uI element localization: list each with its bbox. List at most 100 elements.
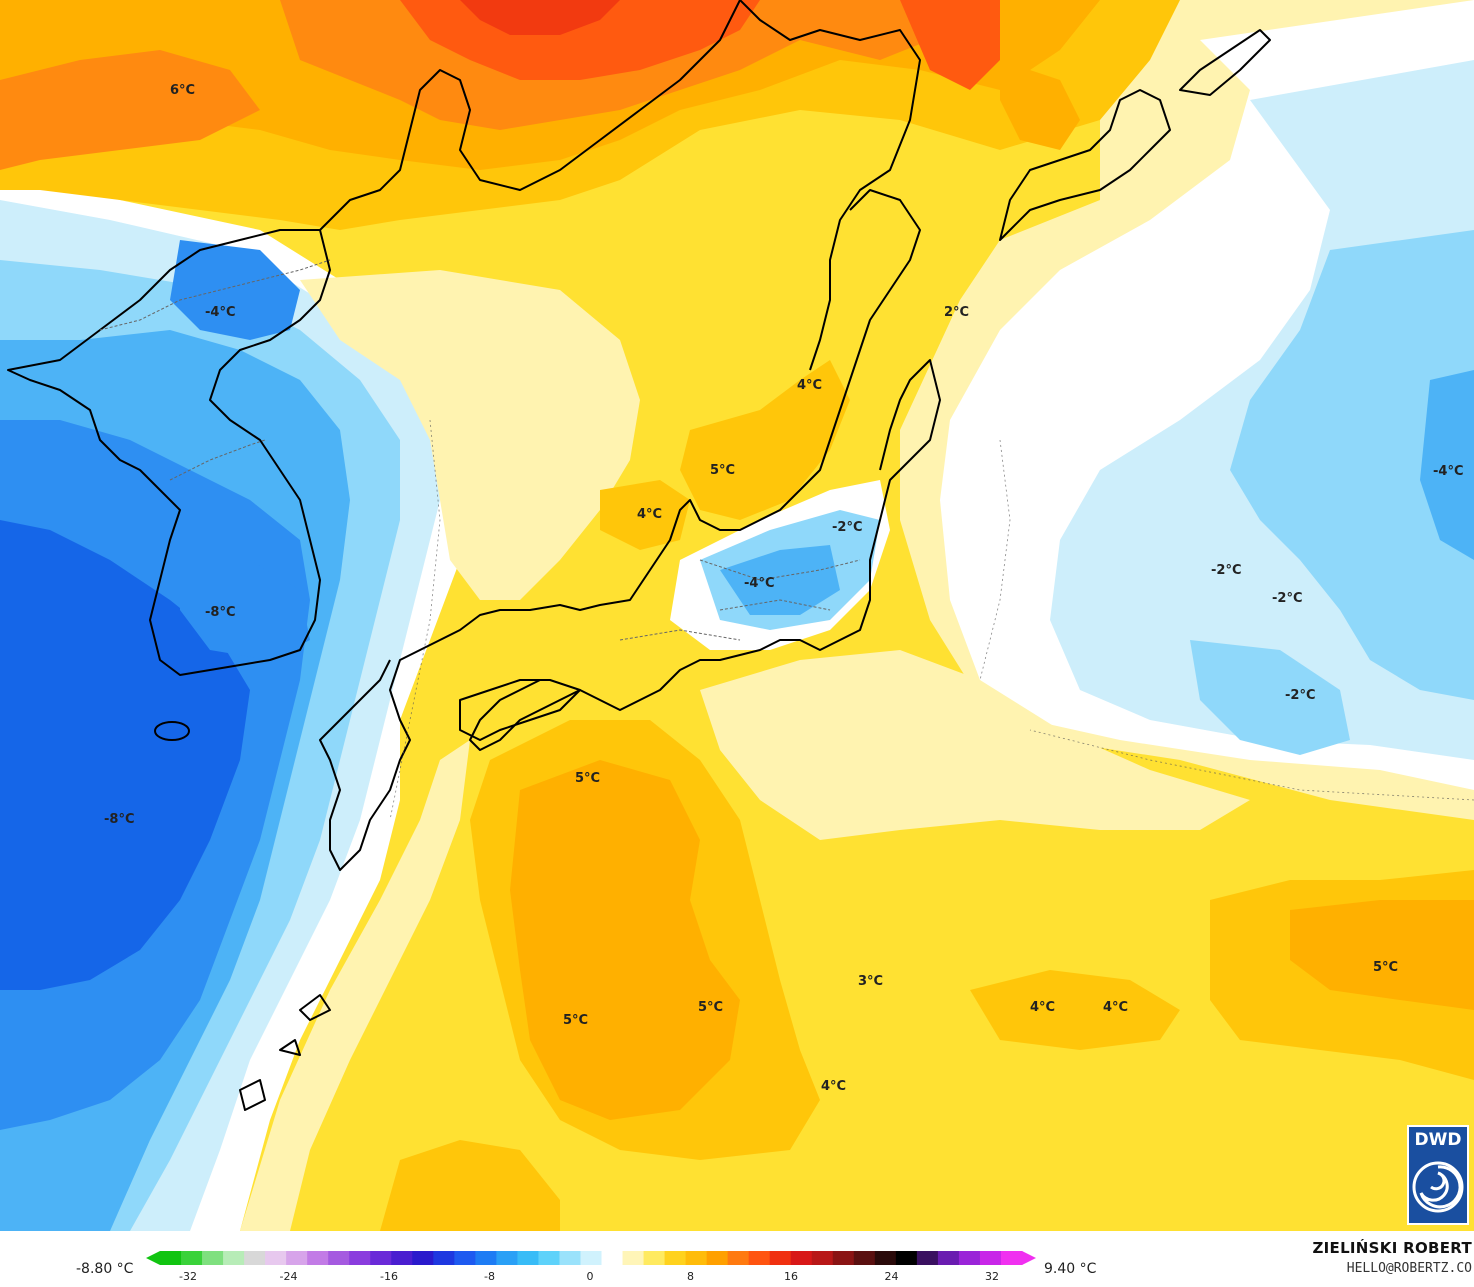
scale-swatch (349, 1251, 371, 1265)
scale-swatch (433, 1251, 455, 1265)
legend-tick-label: -8 (484, 1270, 495, 1283)
legend-tick-label: -16 (380, 1270, 398, 1283)
scale-swatch (664, 1251, 687, 1265)
scale-swatch (391, 1251, 413, 1265)
contour-label: 4°C (1103, 1000, 1128, 1015)
temp-zone-lightblue-east (1230, 230, 1474, 700)
scale-swatch (328, 1251, 350, 1265)
scale-swatch (979, 1251, 1002, 1265)
scale-swatch (811, 1251, 834, 1265)
scale-arrow-left (146, 1251, 160, 1265)
scale-swatch (937, 1251, 960, 1265)
scale-swatch (916, 1251, 939, 1265)
scale-swatch (874, 1251, 897, 1265)
scale-swatch (748, 1251, 771, 1265)
map-canvas: 6°C -4°C -8°C -8°C 2°C 4°C 5°C 4°C -2°C … (0, 0, 1474, 1231)
contour-label: -4°C (744, 576, 774, 591)
contour-label: 5°C (575, 771, 600, 786)
contour-label: 4°C (637, 507, 662, 522)
dwd-logo-text: DWD (1414, 1130, 1462, 1150)
scale-swatch (790, 1251, 813, 1265)
scale-swatch (244, 1251, 266, 1265)
temp-zone-orange-pacific-west (510, 760, 740, 1120)
temp-zone-orange-sakhalin (1000, 60, 1080, 150)
legend-max-label: 9.40 °C (1044, 1261, 1097, 1277)
contour-label: 4°C (821, 1079, 846, 1094)
contours (389, 419, 1474, 821)
legend-tick-label: 8 (687, 1270, 694, 1283)
scale-swatch (727, 1251, 750, 1265)
color-scale-bar (146, 1250, 1036, 1265)
contour-label: 6°C (170, 83, 195, 98)
coastline-kuril (1179, 29, 1271, 96)
coastline-shikoku (459, 679, 581, 741)
contour-label: 4°C (797, 378, 822, 393)
scale-swatch (832, 1251, 855, 1265)
borders (99, 259, 861, 641)
temp-zone-pale-pacific (700, 650, 1250, 840)
temp-zone-darkred-north (460, 0, 620, 35)
temp-zone-midblue-east (1420, 370, 1474, 560)
legend-min-label: -8.80 °C (76, 1261, 134, 1277)
contour-label: -2°C (1211, 563, 1241, 578)
scale-swatch (265, 1251, 287, 1265)
coastline-jeju (154, 721, 190, 741)
scale-swatch (643, 1251, 666, 1265)
scale-swatch (454, 1251, 476, 1265)
contour-label: 5°C (710, 463, 735, 478)
coastline-korea (7, 229, 331, 676)
contour-line (979, 439, 1011, 681)
scale-swatch (307, 1251, 329, 1265)
dwd-swirl-icon (1412, 1161, 1464, 1213)
border-china-korea (99, 259, 331, 331)
coastline-honshu-pacific (469, 359, 941, 751)
contour-label: 2°C (944, 305, 969, 320)
contour-label: 3°C (858, 974, 883, 989)
temp-zone-gold-south-bottom (380, 1140, 560, 1231)
contour-label: -8°C (205, 605, 235, 620)
contour-line (1029, 729, 1474, 801)
temp-zone-deepblue-west (0, 520, 250, 990)
contour-label: -2°C (832, 520, 862, 535)
coastlines (7, 0, 1271, 1111)
scale-swatch (286, 1251, 308, 1265)
legend-tick-label: 32 (985, 1270, 999, 1283)
coastline-china-north (319, 0, 741, 231)
temp-zone-lightblue-southeast (1190, 640, 1350, 755)
contour-labels: 6°C -4°C -8°C -8°C 2°C 4°C 5°C 4°C -2°C … (104, 83, 1463, 1094)
scale-swatch (496, 1251, 518, 1265)
dwd-logo: DWD (1407, 1125, 1469, 1225)
color-scale-svg (146, 1251, 1036, 1265)
contour-label: 5°C (563, 1013, 588, 1028)
coastline-hokkaido (319, 189, 921, 871)
temp-zone-midblue-honshu (720, 545, 840, 615)
scale-swatch (706, 1251, 729, 1265)
temperature-map: 6°C -4°C -8°C -8°C 2°C 4°C 5°C 4°C -2°C … (0, 0, 1474, 1231)
scale-swatch (958, 1251, 981, 1265)
temp-zone-gold-noto (600, 480, 690, 550)
author-name: ZIELIŃSKI ROBERT (1312, 1239, 1472, 1257)
scale-swatch (181, 1251, 203, 1265)
scale-swatch (580, 1251, 603, 1265)
scale-swatch (517, 1251, 539, 1265)
legend-tick-label: 24 (884, 1270, 899, 1283)
border-korea-dmz (169, 439, 266, 481)
legend-tick-label: -32 (179, 1270, 197, 1283)
temp-zone-pale-south-strip (240, 740, 470, 1231)
scale-swatch (769, 1251, 792, 1265)
scale-swatch (412, 1251, 434, 1265)
contour-line (389, 419, 441, 821)
temp-zone-red-northeast (900, 0, 1000, 90)
contour-label: -2°C (1285, 688, 1315, 703)
temp-zone-blue-korea-south (180, 560, 310, 660)
author-email: HELLO@ROBERTZ.CO (1346, 1261, 1472, 1276)
legend-tick-label: 16 (784, 1270, 798, 1283)
temp-zone-gold-pacific-east (970, 970, 1180, 1050)
contour-label: -2°C (1272, 591, 1302, 606)
scale-swatch (601, 1251, 624, 1265)
contour-label: 5°C (1373, 960, 1398, 975)
contour-label: -8°C (104, 812, 134, 827)
scale-swatch (622, 1251, 645, 1265)
contour-label: -4°C (1433, 464, 1463, 479)
temp-zone-gold-honshu-coast (680, 360, 850, 520)
